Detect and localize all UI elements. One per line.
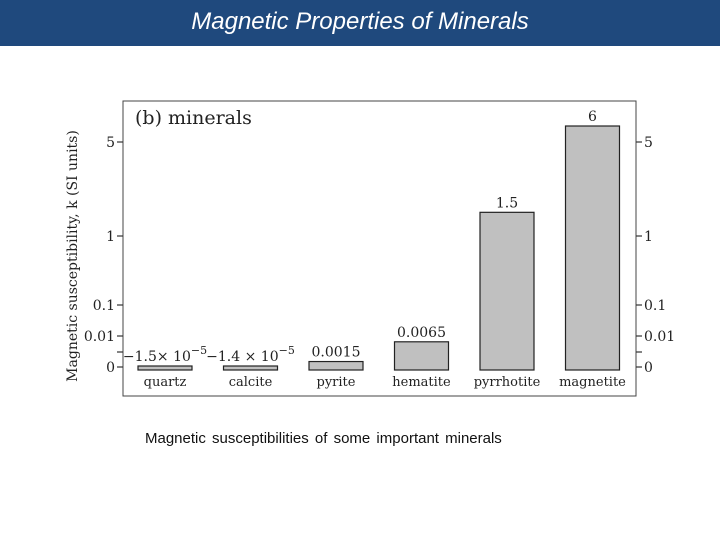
chart-title: (b) minerals xyxy=(135,107,252,129)
category-label-magnetite: magnetite xyxy=(559,375,626,390)
plot-frame xyxy=(122,100,637,397)
bar-pyrite xyxy=(308,360,364,371)
y-tick-label-left: 0.01 xyxy=(84,329,115,345)
category-label-pyrite: pyrite xyxy=(317,375,356,390)
bar-magnetite xyxy=(564,125,621,371)
bar-quartz xyxy=(137,365,193,371)
y-tick-label-left: 5 xyxy=(106,135,115,151)
figure-caption: Magnetic susceptibilities of some import… xyxy=(145,430,502,447)
bar-calcite xyxy=(222,365,279,371)
y-tick-label-left: 0 xyxy=(106,360,115,376)
header-bar: Magnetic Properties of Minerals xyxy=(0,0,720,46)
page-title: Magnetic Properties of Minerals xyxy=(191,8,529,35)
category-label-hematite: hematite xyxy=(392,375,451,390)
bars-group xyxy=(137,125,621,371)
value-label-calcite: −1.4 × 10−5 xyxy=(206,344,295,365)
y-tick-label-left: 1 xyxy=(106,229,115,245)
y-tick-label-right: 5 xyxy=(644,135,653,151)
y-tick-label-right: 0.01 xyxy=(644,329,675,345)
value-labels: −1.5× 10−5 −1.4 × 10−5 0.0015 0.0065 1.5 6 xyxy=(123,109,597,365)
value-label-hematite: 0.0065 xyxy=(397,325,446,341)
y-tick-label-right: 0.1 xyxy=(644,298,666,314)
y-tick-label-left: 0.1 xyxy=(93,298,115,314)
category-labels: quartz calcite pyrite hematite pyrrhotite mag… xyxy=(144,375,627,390)
value-label-quartz: −1.5× 10−5 xyxy=(123,344,207,365)
category-label-calcite: calcite xyxy=(229,375,273,390)
y-tick-label-right: 0 xyxy=(644,360,653,376)
bar-hematite xyxy=(393,341,450,371)
value-label-magnetite: 6 xyxy=(588,109,597,125)
category-label-quartz: quartz xyxy=(144,375,187,390)
y-tick-label-right: 1 xyxy=(644,229,653,245)
right-axis: 0 0.01 0.1 1 5 xyxy=(636,135,675,376)
y-axis-label: Magnetic susceptibility, k (SI units) xyxy=(65,130,81,382)
value-label-pyrrhotite: 1.5 xyxy=(496,195,518,211)
value-label-pyrite: 0.0015 xyxy=(312,345,361,361)
category-label-pyrrhotite: pyrrhotite xyxy=(474,375,541,390)
bar-pyrrhotite xyxy=(479,211,535,371)
left-axis: 0 0.01 0.1 1 5 xyxy=(84,135,123,376)
susceptibility-chart: (b) minerals Magnetic susceptibility, k … xyxy=(65,100,675,397)
